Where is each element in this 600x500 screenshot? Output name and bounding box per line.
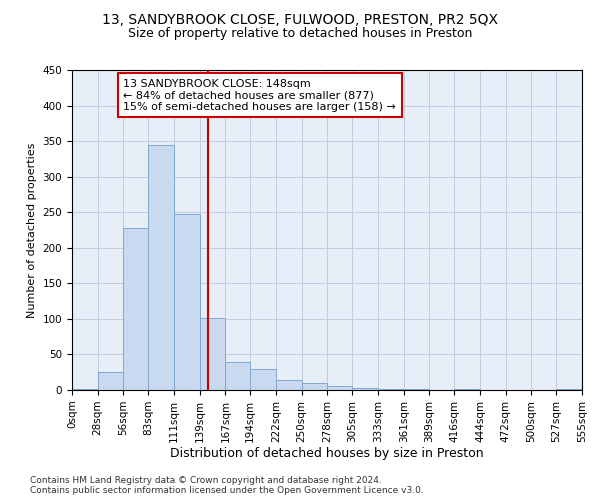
Bar [250,368,276,390]
Bar [302,383,328,390]
Bar [200,318,226,390]
X-axis label: Distribution of detached houses by size in Preston: Distribution of detached houses by size … [170,448,484,460]
Bar [124,228,148,390]
Bar [226,362,250,390]
Bar [98,372,124,390]
Bar [148,144,174,390]
Text: Size of property relative to detached houses in Preston: Size of property relative to detached ho… [128,28,472,40]
Bar [352,388,378,390]
Bar [276,380,302,390]
Text: Contains HM Land Registry data © Crown copyright and database right 2024.
Contai: Contains HM Land Registry data © Crown c… [30,476,424,495]
Bar [174,214,200,390]
Bar [328,386,352,390]
Bar [72,388,98,390]
Text: 13 SANDYBROOK CLOSE: 148sqm
← 84% of detached houses are smaller (877)
15% of se: 13 SANDYBROOK CLOSE: 148sqm ← 84% of det… [124,78,396,112]
Bar [556,388,582,390]
Y-axis label: Number of detached properties: Number of detached properties [27,142,37,318]
Text: 13, SANDYBROOK CLOSE, FULWOOD, PRESTON, PR2 5QX: 13, SANDYBROOK CLOSE, FULWOOD, PRESTON, … [102,12,498,26]
Bar [454,388,480,390]
